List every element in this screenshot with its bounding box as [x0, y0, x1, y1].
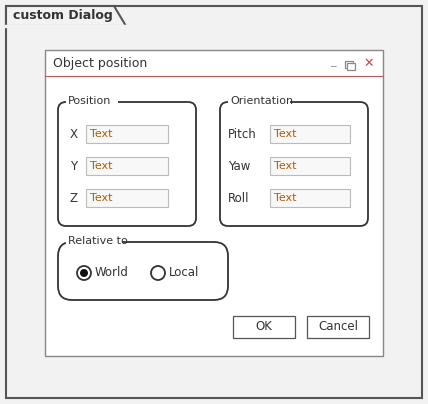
Polygon shape: [6, 6, 126, 26]
Text: custom Dialog: custom Dialog: [13, 10, 113, 23]
Bar: [270, 157, 350, 175]
Text: Pitch: Pitch: [228, 128, 257, 141]
Bar: [307, 316, 369, 338]
Text: World: World: [95, 267, 129, 280]
Bar: [228, 95, 290, 109]
Text: Text: Text: [90, 161, 113, 171]
Text: Object position: Object position: [53, 57, 147, 69]
Bar: [66, 95, 118, 109]
FancyBboxPatch shape: [220, 102, 368, 226]
FancyBboxPatch shape: [58, 242, 228, 300]
Text: Local: Local: [169, 267, 199, 280]
Bar: [86, 125, 168, 143]
Bar: [347, 63, 355, 70]
Circle shape: [77, 266, 91, 280]
Text: Text: Text: [274, 161, 297, 171]
Text: Text: Text: [90, 193, 113, 203]
Text: ✕: ✕: [364, 57, 374, 69]
Bar: [86, 189, 168, 207]
Text: X: X: [70, 128, 78, 141]
Text: Roll: Roll: [228, 191, 250, 204]
Text: Orientation: Orientation: [230, 96, 293, 106]
Text: Position: Position: [68, 96, 111, 106]
Bar: [270, 125, 350, 143]
Text: Z: Z: [70, 191, 78, 204]
Bar: [66, 235, 122, 249]
Text: _: _: [330, 57, 336, 67]
Text: Cancel: Cancel: [318, 320, 358, 333]
Text: OK: OK: [256, 320, 273, 333]
Text: Y: Y: [70, 160, 77, 173]
Circle shape: [151, 266, 165, 280]
FancyBboxPatch shape: [58, 102, 196, 226]
Text: Text: Text: [274, 193, 297, 203]
Bar: [233, 316, 295, 338]
Bar: [347, 63, 355, 70]
Bar: [45, 50, 383, 356]
Text: Text: Text: [90, 129, 113, 139]
Text: Yaw: Yaw: [228, 160, 250, 173]
Bar: [345, 61, 353, 68]
Bar: [86, 157, 168, 175]
Text: Text: Text: [274, 129, 297, 139]
Circle shape: [80, 269, 88, 277]
Text: Relative to: Relative to: [68, 236, 128, 246]
Bar: [270, 189, 350, 207]
